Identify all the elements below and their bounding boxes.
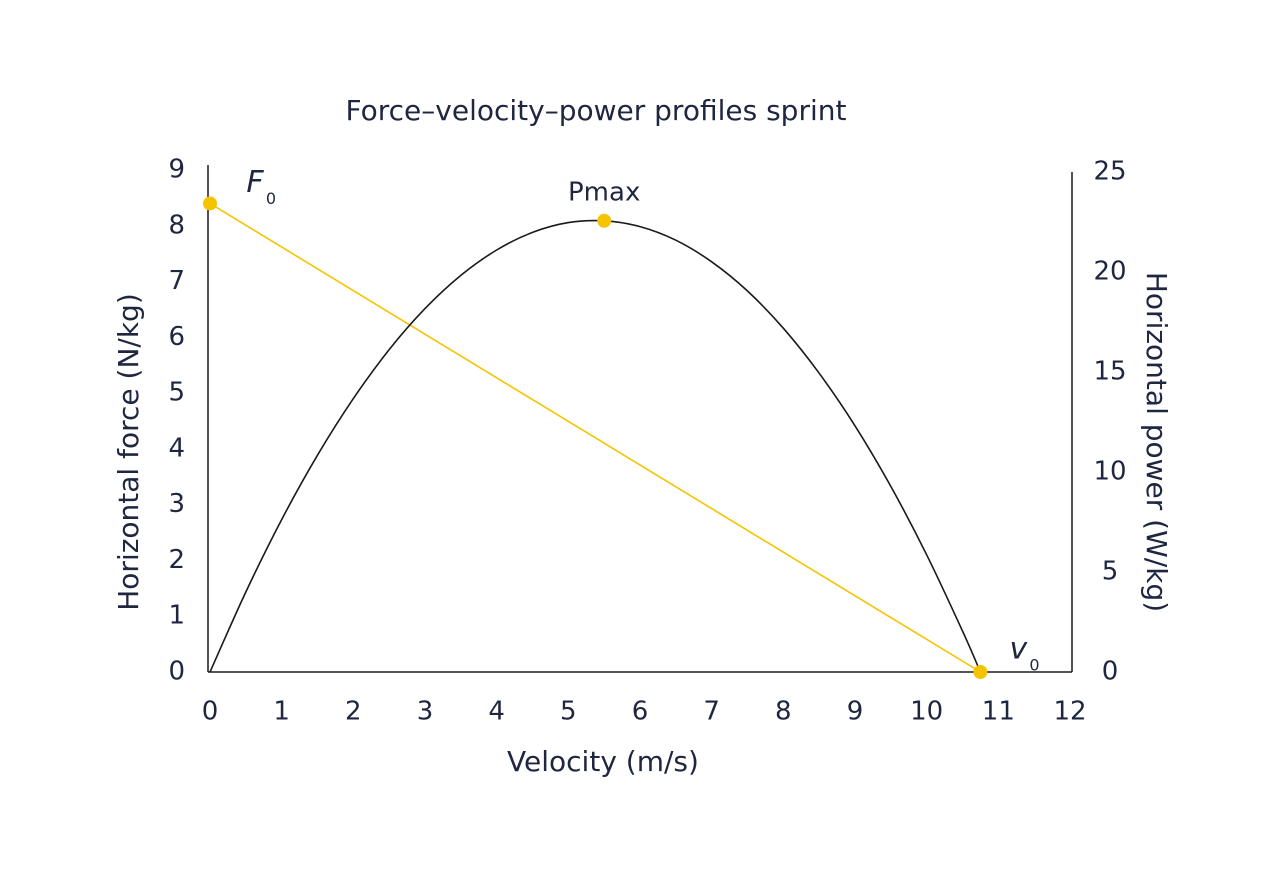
- y2-tick-label: 15: [1093, 357, 1126, 387]
- y-tick-label: 6: [168, 322, 185, 352]
- x-tick-label: 12: [1053, 697, 1086, 727]
- annotation-subscript: 0: [266, 189, 276, 208]
- annotation-subscript: 0: [1029, 656, 1039, 675]
- y-tick-label: 1: [168, 601, 185, 631]
- x-tick-label: 1: [273, 697, 290, 727]
- annotation-label: Pmax: [568, 177, 640, 207]
- x-tick-label: 8: [775, 697, 792, 727]
- y-axis-title: Horizontal force (N/kg): [112, 293, 145, 611]
- y-tick-label: 8: [168, 210, 185, 240]
- y-tick-label: 9: [168, 155, 185, 185]
- annotation-point: [203, 196, 217, 211]
- y-tick-label: 7: [168, 266, 185, 296]
- x-tick-label: 2: [345, 697, 362, 727]
- y-tick-label: 4: [168, 433, 185, 463]
- x-tick-label: 7: [703, 697, 720, 727]
- x-tick-label: 0: [202, 697, 219, 727]
- y2-tick-label: 5: [1102, 557, 1119, 587]
- x-tick-label: 4: [488, 697, 505, 727]
- x-axis-title: Velocity (m/s): [507, 745, 699, 778]
- y-tick-label: 2: [168, 545, 185, 575]
- x-tick-label: 6: [632, 697, 649, 727]
- x-tick-label: 9: [847, 697, 864, 727]
- x-tick-label: 11: [982, 697, 1015, 727]
- y2-tick-label: 25: [1093, 157, 1126, 187]
- x-tick-label: 3: [417, 697, 434, 727]
- y-tick-label: 3: [168, 489, 185, 519]
- series-line: [209, 219, 982, 673]
- chart-title: Force–velocity–power profiles sprint: [346, 94, 847, 127]
- x-tick-label: 10: [910, 697, 943, 727]
- x-tick-label: 5: [560, 697, 577, 727]
- annotation-point: [597, 213, 612, 228]
- y2-tick-label: 20: [1093, 257, 1126, 287]
- y-tick-label: 0: [168, 657, 185, 687]
- y2-tick-label: 10: [1093, 457, 1126, 487]
- y2-axis-title: Horizontal power (W/kg): [1140, 272, 1173, 612]
- y2-tick-label: 0: [1102, 657, 1119, 687]
- annotation-label: v: [1010, 632, 1029, 667]
- annotation-point: [973, 665, 988, 679]
- annotation-label: F: [246, 165, 264, 200]
- y-tick-label: 5: [168, 378, 185, 408]
- series-line: [209, 202, 981, 673]
